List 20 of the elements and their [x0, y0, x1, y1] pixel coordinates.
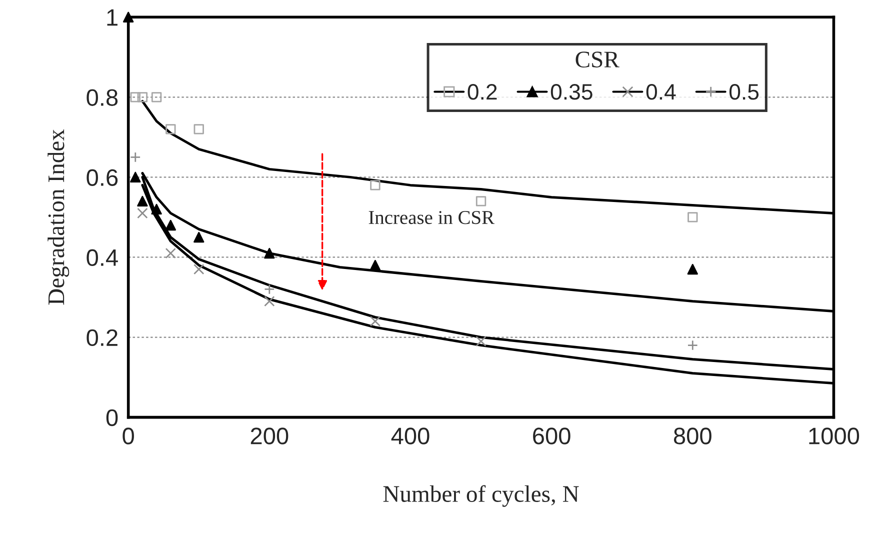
x-tick-label: 0	[122, 428, 134, 444]
y-tick-label: 0.8	[86, 89, 118, 106]
x-tick-label: 600	[533, 428, 570, 444]
x-axis-title: Number of cycles, N	[383, 485, 579, 507]
y-tick-label: 0.6	[86, 169, 118, 186]
y-axis-title: Degradation Index	[48, 129, 70, 305]
legend-label: 0.5	[729, 84, 759, 100]
x-tick-label: 800	[674, 428, 712, 444]
x-tick-label: 400	[391, 428, 430, 444]
legend-title: CSR	[576, 52, 620, 68]
legend-label: 0.4	[646, 84, 676, 100]
y-tick-label: 0	[106, 409, 118, 426]
annotation: Increase in CSR	[368, 211, 494, 224]
x-tick-label: 200	[250, 428, 288, 444]
x-tick-label: 1000	[809, 428, 860, 444]
legend-label: 0.35	[550, 84, 592, 100]
y-tick-label: 0.4	[86, 249, 118, 266]
legend-label: 0.2	[468, 84, 497, 100]
y-tick-label: 0.2	[86, 329, 118, 346]
y-tick-label: 1	[107, 9, 118, 26]
